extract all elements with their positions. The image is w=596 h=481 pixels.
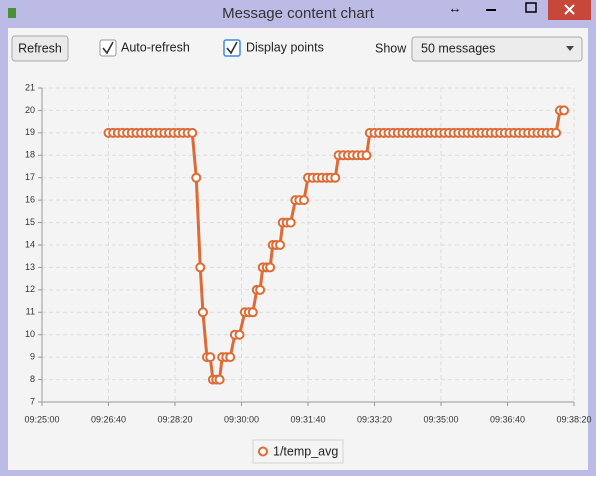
data-point <box>255 284 266 295</box>
checkbox-label: Display points <box>246 40 324 54</box>
data-point <box>191 172 202 183</box>
y-tick-label: 16 <box>25 195 35 205</box>
data-point <box>551 127 562 138</box>
checkbox-label: Auto-refresh <box>121 40 190 54</box>
y-tick-label: 19 <box>25 127 35 137</box>
client-area <box>8 28 588 470</box>
checkmark <box>102 41 114 55</box>
x-tick-label: 09:25:00 <box>24 414 59 424</box>
x-tick-label: 09:31:40 <box>290 414 325 424</box>
resize-button[interactable]: ↔ <box>449 0 462 15</box>
data-point <box>361 150 372 161</box>
y-tick-label: 21 <box>25 82 35 92</box>
checkbox[interactable] <box>99 39 117 57</box>
y-tick-label: 11 <box>26 307 35 317</box>
chart: 7 8 9 10 11 12 13 14 15 16 17 18 19 20 21 09:25:00 09:26… <box>24 82 591 424</box>
y-tick-label: 7 <box>30 396 35 406</box>
x-tick-label: 09:35:00 <box>423 414 458 424</box>
y-tick-label: 20 <box>25 105 35 115</box>
data-point <box>234 329 245 340</box>
close-icon <box>564 4 575 15</box>
data-point <box>299 195 310 206</box>
show-value: 50 messages <box>421 41 495 55</box>
data-point <box>330 172 341 183</box>
y-tick-label: 13 <box>25 262 35 272</box>
y-tick-label: 8 <box>30 374 35 384</box>
x-tick-label: 09:28:20 <box>157 414 192 424</box>
show-combo[interactable] <box>411 36 583 62</box>
data-point <box>265 262 276 273</box>
y-tick-label: 18 <box>25 150 35 160</box>
maximize-button[interactable] <box>525 2 537 13</box>
y-tick-label: 17 <box>25 172 35 182</box>
data-point <box>197 307 208 318</box>
y-tick-label: 15 <box>25 217 35 227</box>
x-tick-label: 09:33:20 <box>357 414 392 424</box>
x-tick-label: 09:26:40 <box>91 414 126 424</box>
data-point <box>247 307 258 318</box>
data-point <box>275 240 286 250</box>
x-tick-label: 09:38:20 <box>556 414 591 424</box>
refresh-button[interactable] <box>11 35 69 62</box>
minimize-button[interactable] <box>486 9 496 11</box>
data-point <box>195 262 206 273</box>
data-point <box>285 217 296 228</box>
data-point <box>559 105 570 116</box>
refresh-label: Refresh <box>18 41 62 55</box>
y-tick-label: 14 <box>25 239 35 249</box>
legend-marker <box>258 446 268 457</box>
y-tick-label: 12 <box>25 284 35 294</box>
legend <box>252 439 344 464</box>
checkbox[interactable] <box>223 39 241 57</box>
x-tick-label: 09:36:40 <box>490 414 525 424</box>
x-tick-label: 09:30:00 <box>224 414 259 424</box>
y-tick-label: 10 <box>25 329 35 339</box>
legend-label: 1/temp_avg <box>273 444 338 458</box>
app-icon <box>8 8 16 18</box>
data-point <box>214 374 225 385</box>
data-point <box>225 352 236 363</box>
y-tick-label: 9 <box>30 352 35 362</box>
checkmark <box>226 41 238 55</box>
window-title: Message content chart <box>222 5 375 22</box>
combo-arrow <box>566 46 574 51</box>
data-point <box>187 127 198 138</box>
data-point <box>205 352 216 363</box>
show-label: Show <box>375 41 407 55</box>
